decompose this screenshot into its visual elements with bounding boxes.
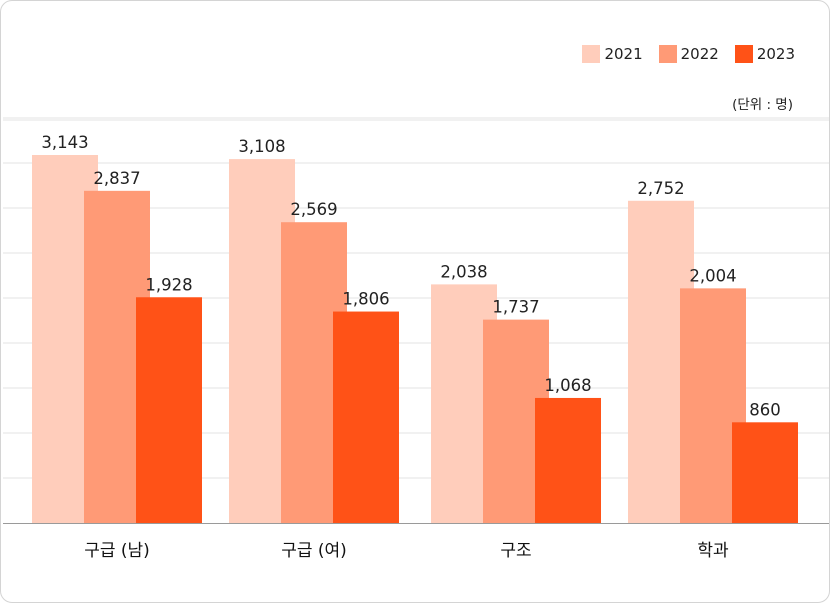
legend-swatch-2022 <box>658 45 677 63</box>
category-label-1: 구급 (남) <box>84 541 150 561</box>
category-label-3: 구조 <box>500 541 531 561</box>
bar-2023-1 <box>136 297 202 523</box>
value-label-2023-1: 1,928 <box>145 275 192 294</box>
unit-label: (단위 : 명) <box>732 97 793 113</box>
value-label-2021-1: 3,143 <box>41 133 88 152</box>
value-label-2022-4: 2,004 <box>689 266 736 285</box>
legend-item-2022: 2022 <box>658 45 719 63</box>
value-label-2023-4: 860 <box>749 400 781 419</box>
value-label-2022-1: 2,837 <box>93 169 140 188</box>
value-label-2022-3: 1,737 <box>492 298 539 317</box>
value-label-2023-3: 1,068 <box>544 376 591 395</box>
bar-2023-3 <box>535 397 601 523</box>
legend-label-2022: 2022 <box>680 45 719 63</box>
legend-item-2021: 2021 <box>582 45 643 63</box>
category-label-2: 구급 (여) <box>281 541 347 561</box>
chart-legend: 2021 2022 2023 <box>566 45 795 63</box>
value-label-2021-3: 2,038 <box>440 262 487 281</box>
legend-swatch-2021 <box>582 45 601 63</box>
legend-item-2023: 2023 <box>734 45 795 63</box>
category-label-4: 학과 <box>697 541 729 561</box>
value-label-2021-2: 3,108 <box>238 137 285 156</box>
bar-2023-4 <box>732 422 798 523</box>
value-label-2023-2: 1,806 <box>342 290 389 309</box>
legend-swatch-2023 <box>734 45 753 63</box>
value-label-2022-2: 2,569 <box>290 200 337 219</box>
legend-label-2021: 2021 <box>604 45 643 63</box>
legend-label-2023: 2023 <box>756 45 795 63</box>
bar-2023-2 <box>333 311 399 523</box>
value-label-2021-4: 2,752 <box>637 179 684 198</box>
